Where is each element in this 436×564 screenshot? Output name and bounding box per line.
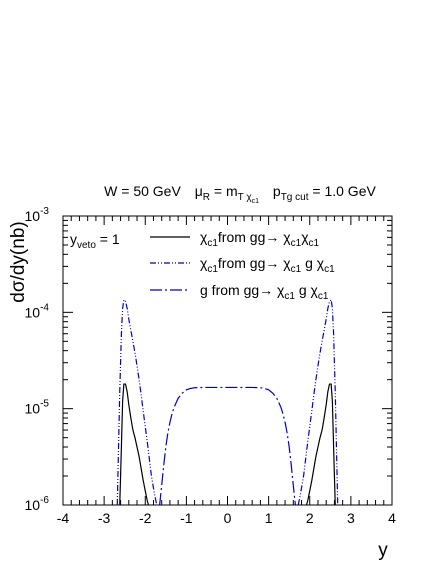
axis-ticks: -4 -3 -2 -1 0 1 2 3 4 10-6 10-5 10-4 10-3 [25,206,397,526]
series-3-curve-1 [159,386,296,506]
veto-rest: = 1 [96,231,120,247]
legend-entry-2: χc1from gg→ χc1 g χc1 [200,255,335,275]
y-tick-label: 10-4 [25,302,50,320]
y-axis-label: dσ/dy(nb) [8,221,29,302]
y-tick-label: 10-5 [25,399,50,417]
x-tick-label: -1 [180,510,193,526]
x-tick-label: 3 [347,510,355,526]
header-mu: μ [195,183,203,199]
header-w: W = 50 GeV [104,183,181,199]
x-tick-label: -4 [57,510,70,526]
x-tick-label: 2 [306,510,314,526]
series-1-curve-2 [305,383,336,506]
header-m-subsub: c1 [252,198,260,205]
series-2-curve-2 [297,298,339,506]
x-tick-label: -3 [98,510,111,526]
plot-curves [116,298,339,506]
legend-entry-1: χc1from gg→ χc1χc1 [200,229,320,249]
header-mu-sub: R [203,192,210,203]
x-tick-label: -2 [139,510,152,526]
series-1-curve-1 [119,383,150,506]
header-p-sub: Tg cut [281,192,309,203]
header-p: p [273,183,281,199]
veto-sub: veto [77,240,96,251]
x-tick-label: 4 [388,510,396,526]
series-2-curve-1 [116,298,158,506]
veto-annotation: yveto = 1 [70,231,120,251]
x-tick-label: 1 [265,510,273,526]
header-eq: = m [210,183,238,199]
header-p-val: = 1.0 GeV [309,183,377,199]
header-m-sub: T χ [238,192,253,203]
x-axis-label: y [378,540,388,561]
y-tick-label: 10-6 [25,495,50,513]
chart-header: W = 50 GeV μR = mT χc1 pTg cut = 1.0 GeV [104,183,376,206]
y-tick-label: 10-3 [25,206,50,224]
veto-main: y [70,231,77,247]
x-tick-label: 0 [224,510,232,526]
legend-entry-3: g from gg→ χc1 g χc1 [200,282,329,302]
legend: χc1from gg→ χc1χc1 χc1from gg→ χc1 g χc1… [150,229,335,302]
